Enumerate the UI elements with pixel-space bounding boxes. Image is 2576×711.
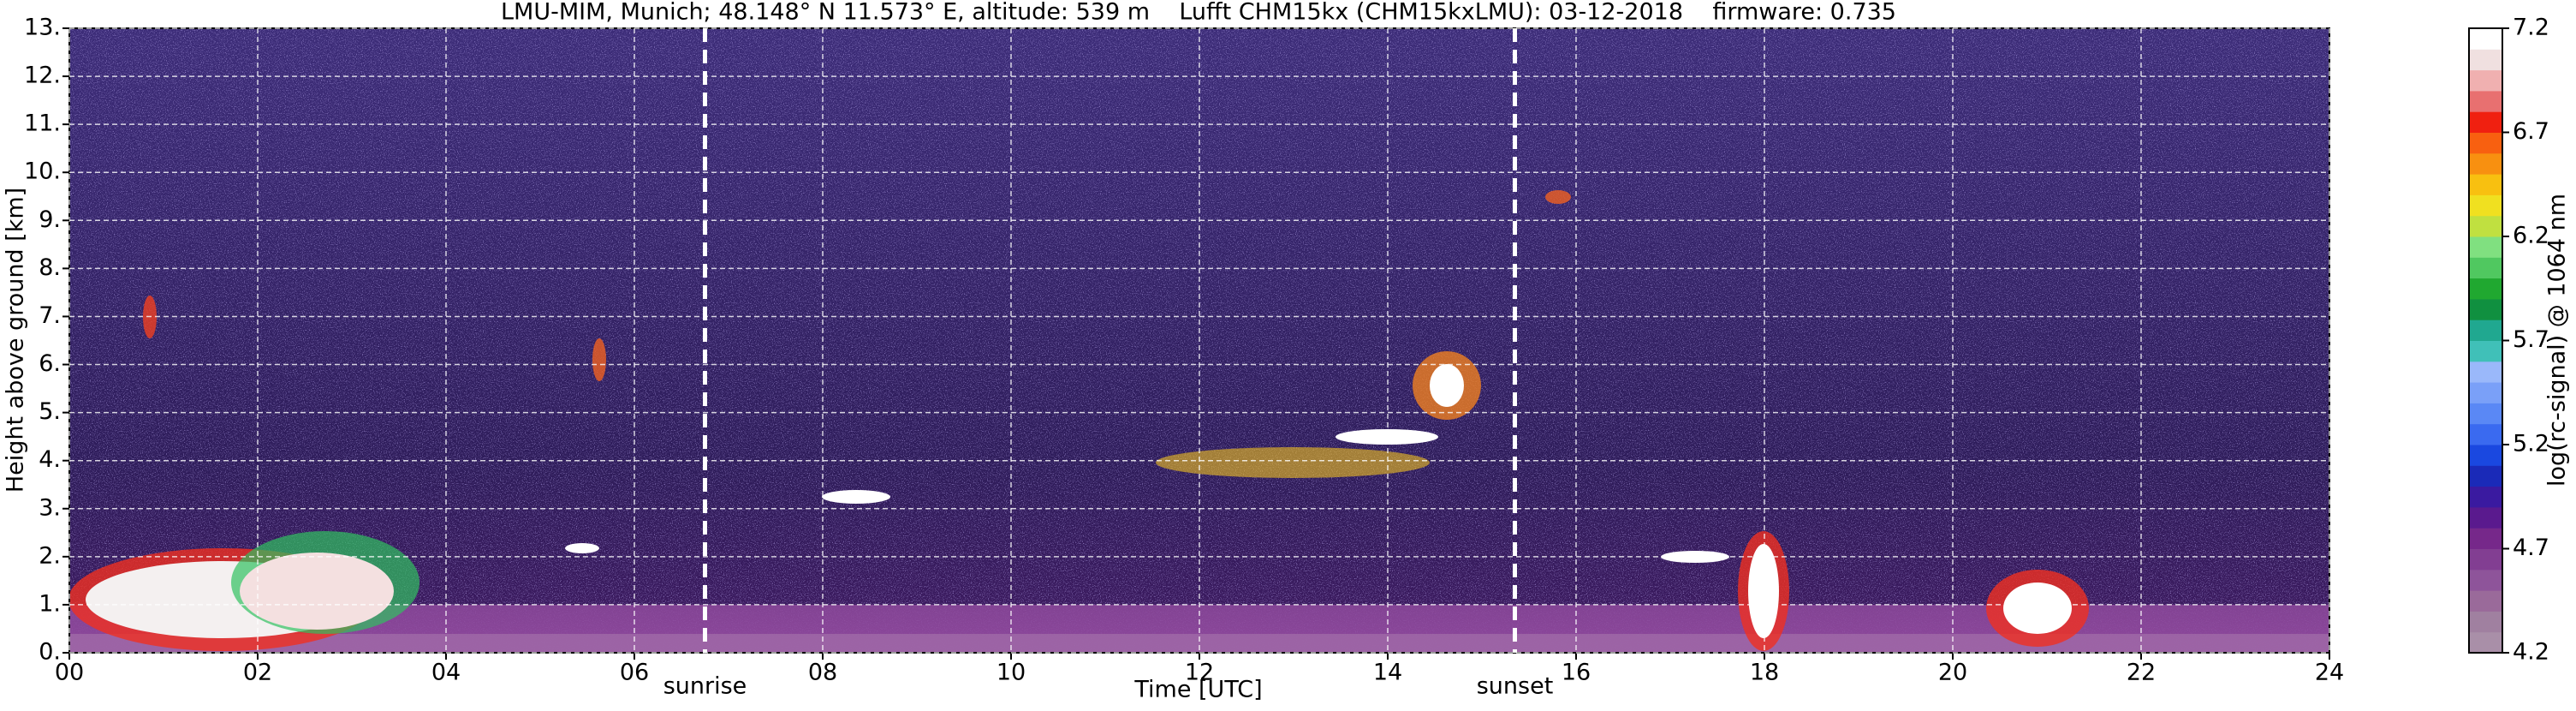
colorbar-tick-label: 4.2 — [2513, 639, 2549, 666]
colorbar-band — [2469, 361, 2502, 383]
x-tick-label: 08 — [808, 660, 837, 686]
colorbar-band — [2469, 486, 2502, 508]
colorbar-band — [2469, 236, 2502, 258]
x-tick-label: 14 — [1373, 660, 1402, 686]
colorbar-band — [2469, 49, 2502, 71]
y-tick-label: 4. — [39, 446, 61, 473]
x-tick-label: 16 — [1562, 660, 1591, 686]
colorbar-band — [2469, 590, 2502, 612]
colorbar-tick-label: 6.7 — [2513, 118, 2549, 145]
x-tick-label: 10 — [996, 660, 1026, 686]
y-tick-label: 13. — [24, 15, 61, 41]
y-tick-label: 2. — [39, 542, 61, 569]
colorbar-band — [2469, 278, 2502, 300]
x-axis-label: Time [UTC] — [1133, 677, 1262, 703]
colorbar-label: log(rc-signal) @ 1064 nm — [2544, 194, 2571, 487]
x-tick-label: 20 — [1938, 660, 1967, 686]
colorbar-tick-label: 4.7 — [2513, 535, 2549, 561]
y-tick-label: 6. — [39, 350, 61, 377]
x-tick-label: 06 — [620, 660, 649, 686]
colorbar-band — [2469, 445, 2502, 466]
x-tick-label: 12 — [1185, 660, 1214, 686]
colorbar-tick-label: 6.2 — [2513, 223, 2549, 249]
y-tick-label: 11. — [24, 111, 61, 137]
y-axis-label: Height above ground [km] — [3, 188, 29, 493]
colorbar-band — [2469, 403, 2502, 425]
colorbar-tick-label: 5.2 — [2513, 431, 2549, 457]
x-tick-label: 04 — [431, 660, 461, 686]
y-tick-label: 0. — [39, 639, 61, 666]
colorbar-band — [2469, 382, 2502, 403]
x-tick-label: 22 — [2127, 660, 2156, 686]
colorbar-band — [2469, 340, 2502, 362]
colorbar-band — [2469, 298, 2502, 320]
colorbar-band — [2469, 506, 2502, 529]
colorbar-band — [2469, 28, 2502, 50]
colorbar-band — [2469, 194, 2502, 217]
chart-title: LMU-MIM, Munich; 48.148° N 11.573° E, al… — [501, 0, 1896, 26]
colorbar-band — [2469, 528, 2502, 549]
colorbar-band — [2469, 423, 2502, 445]
y-tick-label: 3. — [39, 494, 61, 521]
y-tick-label: 10. — [24, 158, 61, 185]
colorbar-band — [2469, 111, 2502, 133]
colorbar-tick-label: 7.2 — [2513, 15, 2549, 41]
x-tick-label: 02 — [243, 660, 272, 686]
x-tick-label: 24 — [2315, 660, 2344, 686]
colorbar-band — [2469, 569, 2502, 591]
colorbar-band — [2469, 69, 2502, 92]
colorbar-band — [2469, 257, 2502, 279]
y-tick-label: 7. — [39, 302, 61, 329]
colorbar-tick-label: 5.7 — [2513, 326, 2549, 353]
colorbar-band — [2469, 631, 2502, 654]
y-tick-label: 5. — [39, 398, 61, 425]
colorbar-band — [2469, 90, 2502, 112]
x-tick-label: 18 — [1750, 660, 1779, 686]
y-tick-label: 8. — [39, 254, 61, 281]
colorbar-band — [2469, 320, 2502, 341]
colorbar-band — [2469, 611, 2502, 633]
colorbar-band — [2469, 174, 2502, 195]
colorbar-band — [2469, 215, 2502, 237]
colorbar-band — [2469, 548, 2502, 571]
colorbar-band — [2469, 132, 2502, 154]
event-label: sunrise — [663, 673, 747, 700]
colorbar-band — [2469, 152, 2502, 175]
event-label: sunset — [1477, 673, 1554, 700]
x-tick-label: 00 — [55, 660, 84, 686]
colorbar-band — [2469, 465, 2502, 487]
y-tick-label: 12. — [24, 63, 61, 89]
y-tick-label: 9. — [39, 206, 61, 233]
y-tick-label: 1. — [39, 590, 61, 617]
